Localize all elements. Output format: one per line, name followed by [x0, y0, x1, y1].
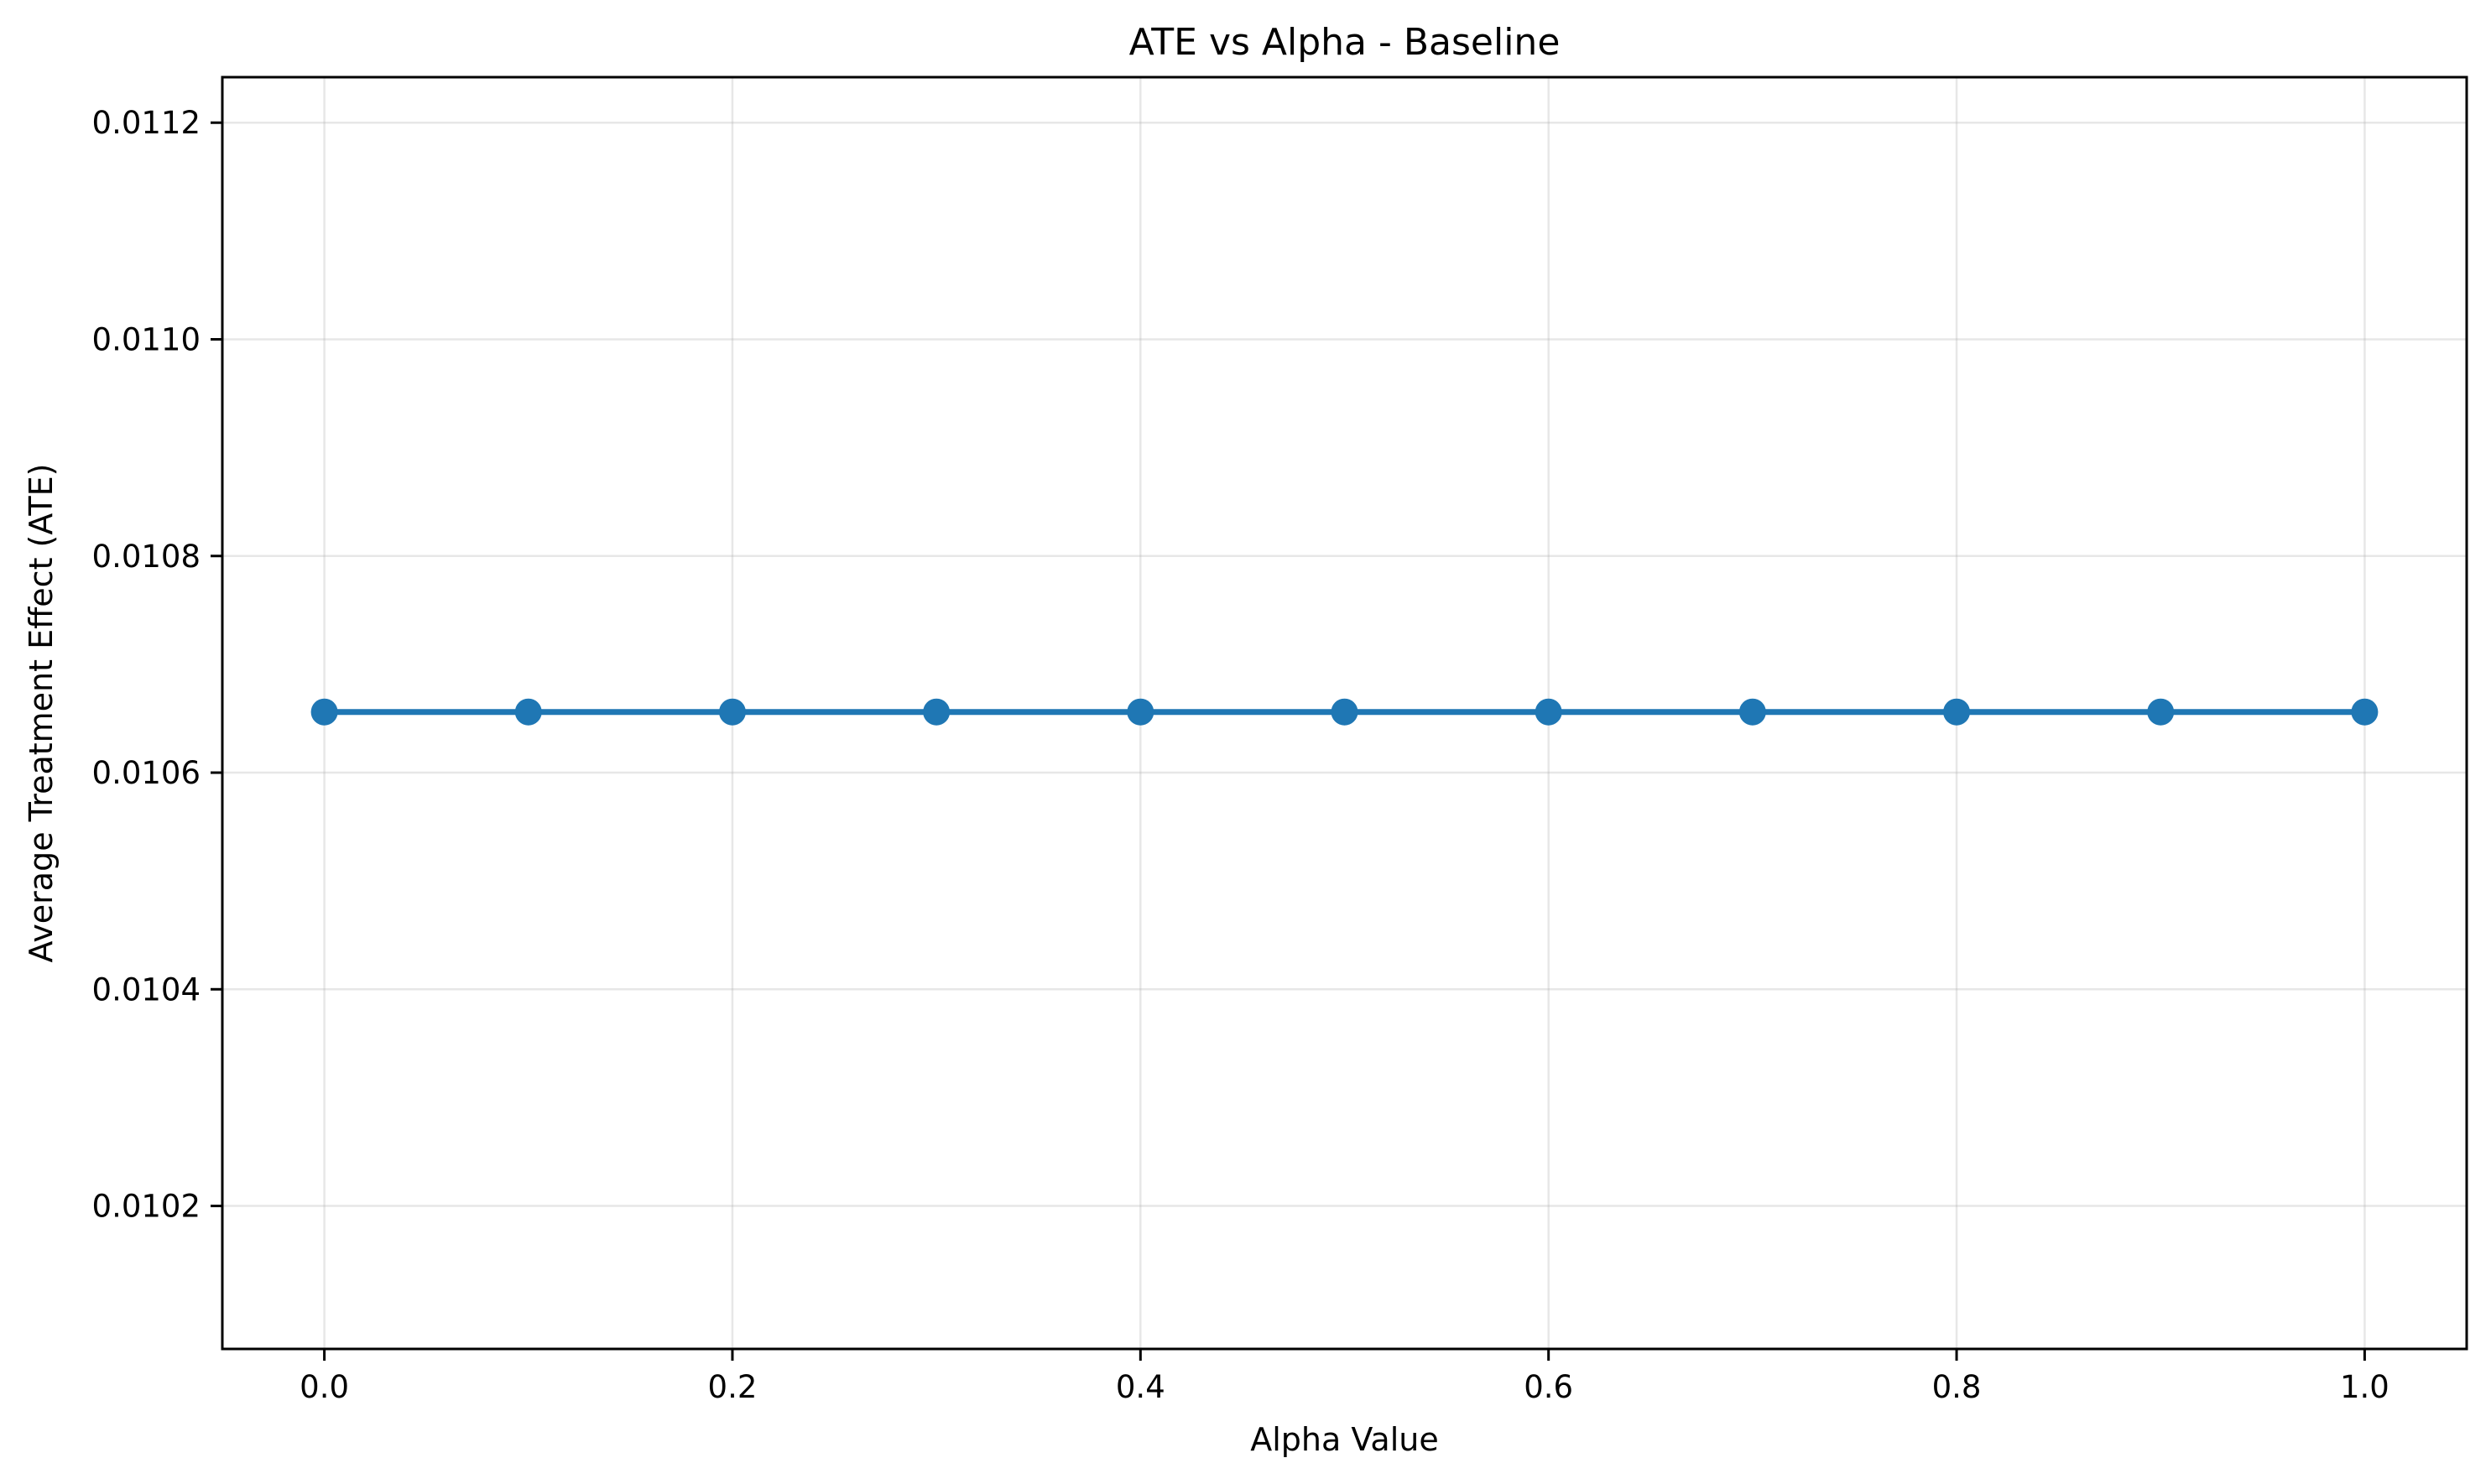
x-axis-label: Alpha Value	[1250, 1421, 1438, 1458]
data-point	[718, 698, 746, 726]
y-axis-label: Average Treatment Effect (ATE)	[23, 464, 60, 963]
data-point	[923, 698, 951, 726]
chart-title: ATE vs Alpha - Baseline	[1129, 21, 1561, 64]
x-tick-label: 0.8	[1932, 1369, 1982, 1405]
x-tick-label: 0.0	[300, 1369, 349, 1405]
y-tick-label: 0.0110	[92, 321, 201, 357]
y-tick-label: 0.0106	[92, 755, 201, 791]
series-layer	[310, 698, 2379, 726]
x-tick-label: 0.2	[708, 1369, 758, 1405]
data-point	[310, 698, 338, 726]
data-point	[1331, 698, 1358, 726]
data-point	[2351, 698, 2379, 726]
data-point	[1127, 698, 1154, 726]
data-point	[514, 698, 542, 726]
y-axis-ticks: 0.0102 0.0104 0.0106 0.0108 0.0110 0.0112	[92, 105, 222, 1225]
y-tick-label: 0.0112	[92, 105, 201, 141]
data-point	[1943, 698, 1971, 726]
y-tick-label: 0.0104	[92, 971, 201, 1008]
x-tick-label: 0.6	[1524, 1369, 1573, 1405]
plot-frame	[221, 76, 2468, 1351]
x-tick-label: 0.4	[1116, 1369, 1165, 1405]
y-tick-label: 0.0102	[92, 1189, 201, 1225]
data-point	[2147, 698, 2175, 726]
x-tick-label: 1.0	[2340, 1369, 2389, 1405]
x-axis-ticks: 0.0 0.2 0.4 0.6 0.8 1.0	[300, 1349, 2389, 1405]
data-point	[1535, 698, 1562, 726]
y-tick-label: 0.0108	[92, 539, 201, 575]
data-point	[1738, 698, 1766, 726]
